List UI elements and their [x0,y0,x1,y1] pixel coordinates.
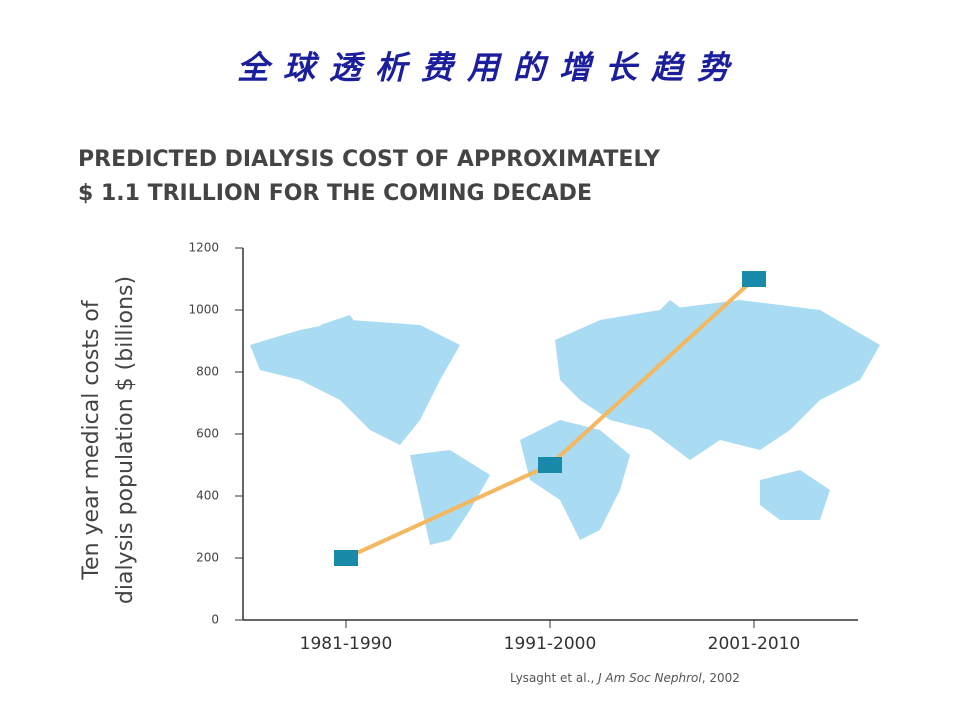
y-tick-label: 1000 [188,303,219,317]
marker [334,550,358,566]
x-tick-label: 1991-2000 [504,634,597,654]
y-tick-label: 600 [196,427,219,441]
source-part: Lysaght et al., [510,671,598,685]
chart-title-line: $ 1.1 TRILLION FOR THE COMING DECADE [78,181,592,206]
y-tick-label: 200 [196,551,219,565]
source-part: , 2002 [702,671,740,685]
world-map [250,300,880,545]
y-tick-label: 1200 [188,241,219,255]
source-part: J Am Soc Nephrol [596,671,702,685]
y-axis-label: Ten year medical costs of [79,299,104,581]
y-axis-label: dialysis population $ (billions) [113,276,138,604]
slide-title: 全球透析费用的增长趋势 [237,49,743,87]
y-tick-label: 0 [211,613,219,627]
y-tick-label: 400 [196,489,219,503]
chart-title-line: PREDICTED DIALYSIS COST OF APPROXIMATELY [78,147,661,172]
marker [742,271,766,287]
x-tick-label: 1981-1990 [300,634,393,654]
x-tick-label: 2001-2010 [708,634,801,654]
y-tick-label: 800 [196,365,219,379]
marker [538,457,562,473]
source: Lysaght et al., J Am Soc Nephrol, 2002 [510,671,740,685]
